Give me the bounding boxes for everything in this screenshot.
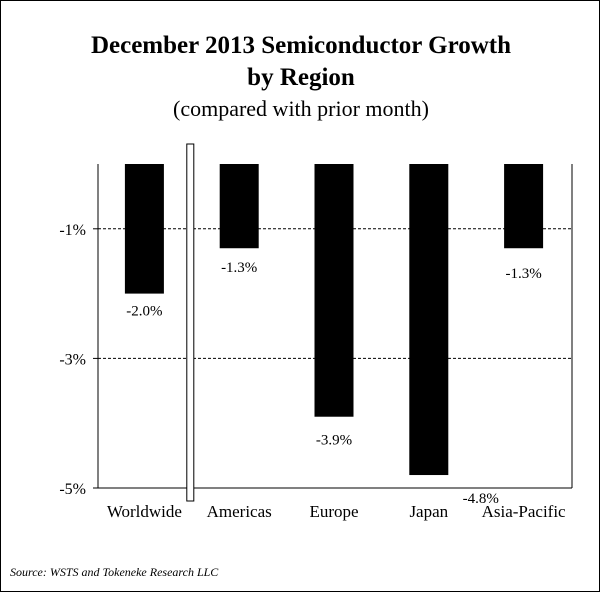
bar xyxy=(219,164,259,249)
bar xyxy=(314,164,354,417)
data-label: -3.9% xyxy=(316,433,352,449)
region-separator xyxy=(186,143,195,502)
bar xyxy=(124,164,164,294)
data-label: -1.3% xyxy=(221,260,257,276)
x-tick-label: Asia-Pacific xyxy=(482,502,566,521)
y-tick-label: -5% xyxy=(59,481,86,498)
chart-title: December 2013 Semiconductor Growth xyxy=(90,32,512,59)
data-label: -2.0% xyxy=(126,304,162,320)
bar xyxy=(504,164,544,249)
chart-subtitle: (compared with prior month) xyxy=(173,96,429,121)
y-tick-label: -3% xyxy=(59,351,86,368)
x-tick-label: Europe xyxy=(309,502,358,521)
data-label: -4.8% xyxy=(463,491,499,507)
x-tick-label: Japan xyxy=(409,502,448,521)
x-tick-label: Americas xyxy=(207,502,272,521)
y-tick-label: -1% xyxy=(59,222,86,239)
chart-title-line2: by Region xyxy=(247,64,355,91)
x-tick-label: Worldwide xyxy=(107,502,182,521)
data-label: -1.3% xyxy=(505,266,541,282)
bar xyxy=(409,164,449,476)
source-note: Source: WSTS and Tokeneke Research LLC xyxy=(10,565,219,579)
